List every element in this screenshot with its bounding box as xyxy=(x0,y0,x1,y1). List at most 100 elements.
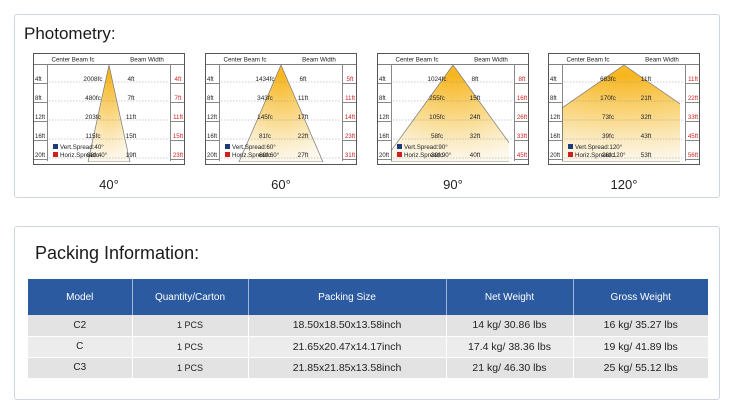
distance-label: 16ft xyxy=(35,134,45,140)
center-fc-label: 145fc xyxy=(257,114,273,121)
vert-width-label: 11ft xyxy=(126,114,136,121)
horiz-width-label: 7ft xyxy=(175,95,182,102)
packing-table: Model Quantity/Carton Packing Size Net W… xyxy=(28,279,708,379)
photometry-diagram: Center Beam fc Beam Width 4ft 2008fc 4ft 4ft 8… xyxy=(33,53,185,165)
vert-width-label: 8ft xyxy=(471,76,478,83)
cell-packing-size: 18.50x18.50x13.58inch xyxy=(248,315,447,337)
distance-label: 20ft xyxy=(379,153,389,159)
horiz-width-label: 4ft xyxy=(175,76,182,83)
cell-gross-weight: 19 kg/ 41.89 lbs xyxy=(573,336,708,358)
photometry-title: Photometry: xyxy=(24,24,116,43)
horiz-width-label: 23ft xyxy=(345,133,356,140)
vert-width-label: 21ft xyxy=(641,95,652,102)
horiz-width-label: 31ft xyxy=(345,152,356,159)
center-fc-label: 115fc xyxy=(85,133,101,140)
distance-label: 4ft xyxy=(35,77,42,83)
legend-vert-label: Vert.Spread:90° xyxy=(404,144,448,151)
distance-label: 12ft xyxy=(35,115,45,121)
center-fc-label: 255fc xyxy=(429,95,445,102)
center-fc-label: 683fc xyxy=(600,76,616,83)
vert-width-label: 40ft xyxy=(470,152,481,159)
table-row: C3 1 PCS 21.85x21.85x13.58inch 21 kg/ 46… xyxy=(28,357,708,379)
vert-width-label: 17ft xyxy=(298,114,309,121)
cell-model: C3 xyxy=(28,357,133,379)
packing-header-row: Model Quantity/Carton Packing Size Net W… xyxy=(28,279,708,315)
distance-label: 4ft xyxy=(550,77,557,83)
center-fc-label: 39fc xyxy=(431,152,444,159)
legend-vert-swatch xyxy=(568,144,573,149)
cell-net-weight: 14 kg/ 30.86 lbs xyxy=(446,315,574,337)
horiz-width-label: 22ft xyxy=(688,95,699,102)
cell-net-weight: 17.4 kg/ 38.36 lbs xyxy=(446,336,574,358)
col-header-packing-size: Packing Size xyxy=(248,279,447,315)
horiz-width-label: 14ft xyxy=(345,114,356,121)
center-fc-label: 170fc xyxy=(600,95,616,102)
horiz-width-label: 11ft xyxy=(345,95,355,102)
distance-label: 20ft xyxy=(35,153,45,159)
header-center-beam: Center Beam fc xyxy=(224,57,267,64)
center-fc-label: 81fc xyxy=(259,133,272,140)
center-fc-label: 203fc xyxy=(85,114,101,121)
center-fc-label: 2008fc xyxy=(83,76,103,83)
header-center-beam: Center Beam fc xyxy=(396,57,439,64)
distance-label: 16ft xyxy=(379,134,389,140)
photometry-diagram-svg: Center Beam fc Beam Width 4ft 2008fc 4ft 4ft 8… xyxy=(33,53,185,165)
vert-width-label: 43ft xyxy=(641,133,652,140)
col-header-quantity: Quantity/Carton xyxy=(132,279,249,315)
beam-angle-label: 60° xyxy=(271,177,291,192)
distance-label: 12ft xyxy=(550,115,560,121)
photometry-diagram: Center Beam fc Beam Width 4ft 1024fc 8ft 8ft 8… xyxy=(377,53,529,165)
legend-vert-swatch xyxy=(53,144,58,149)
legend-vert-swatch xyxy=(225,144,230,149)
beam-angle-label: 40° xyxy=(99,177,119,192)
distance-label: 12ft xyxy=(207,115,217,121)
center-fc-label: 1024fc xyxy=(427,76,447,83)
legend-horiz-label: Horiz.Spread:120° xyxy=(575,152,626,159)
cell-quantity: 1 PCS xyxy=(132,357,249,379)
vert-width-label: 6ft xyxy=(299,76,306,83)
center-fc-label: 73fc xyxy=(602,114,615,121)
header-beam-width: Beam Width xyxy=(130,57,164,64)
beam-cone xyxy=(87,65,131,162)
cell-model: C2 xyxy=(28,315,133,337)
center-fc-label: 480fc xyxy=(85,95,101,102)
vert-width-label: 11ft xyxy=(641,76,651,83)
packing-panel: Packing Information: Model Quantity/Cart… xyxy=(14,226,720,400)
distance-label: 20ft xyxy=(207,153,217,159)
vert-width-label: 11ft xyxy=(298,95,308,102)
distance-label: 8ft xyxy=(35,96,42,102)
vert-width-label: 15ft xyxy=(470,95,481,102)
photometry-diagram-svg: Center Beam fc Beam Width 4ft 683fc 11ft 11ft… xyxy=(548,53,700,165)
horiz-width-label: 15ft xyxy=(173,133,184,140)
beam-angle-label: 90° xyxy=(443,177,463,192)
legend-vert-label: Vert.Spread:40° xyxy=(60,144,104,151)
center-fc-label: 69fc xyxy=(259,152,272,159)
beam-angle-label: 120° xyxy=(610,177,638,192)
horiz-width-label: 56ft xyxy=(688,152,699,159)
photometry-diagram-svg: Center Beam fc Beam Width 4ft 1434fc 6ft 5ft 8… xyxy=(205,53,357,165)
vert-width-label: 24ft xyxy=(470,114,481,121)
beam-cone xyxy=(562,65,680,162)
legend-horiz-label: Horiz.Spread:90° xyxy=(404,152,452,159)
horiz-width-label: 16ft xyxy=(517,95,528,102)
legend-horiz-swatch xyxy=(397,152,402,157)
col-header-net-weight: Net Weight xyxy=(446,279,574,315)
center-fc-label: 26fc xyxy=(602,152,615,159)
cell-packing-size: 21.85x21.85x13.58inch xyxy=(248,357,447,379)
vert-width-label: 32ft xyxy=(641,114,652,121)
horiz-width-label: 33ft xyxy=(517,133,528,140)
center-fc-label: 58fc xyxy=(431,133,444,140)
photometry-panel: Photometry: Center Beam fc Beam Width 4ft 2… xyxy=(14,14,720,198)
cell-net-weight: 21 kg/ 46.30 lbs xyxy=(446,357,574,379)
vert-width-label: 15ft xyxy=(126,133,137,140)
cell-quantity: 1 PCS xyxy=(132,336,249,358)
photometry-diagram: Center Beam fc Beam Width 4ft 1434fc 6ft 5ft 8… xyxy=(205,53,357,165)
header-center-beam: Center Beam fc xyxy=(567,57,610,64)
distance-label: 20ft xyxy=(550,153,560,159)
header-beam-width: Beam Width xyxy=(474,57,508,64)
horiz-width-label: 26ft xyxy=(517,114,528,121)
vert-width-label: 22ft xyxy=(298,133,309,140)
col-header-gross-weight: Gross Weight xyxy=(573,279,708,315)
center-fc-label: 98fc xyxy=(87,152,100,159)
distance-label: 16ft xyxy=(550,134,560,140)
